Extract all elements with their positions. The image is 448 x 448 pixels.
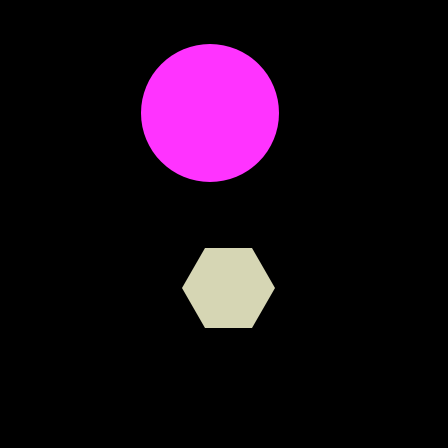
magenta-circle [141, 44, 279, 182]
beige-hexagon [182, 248, 275, 328]
